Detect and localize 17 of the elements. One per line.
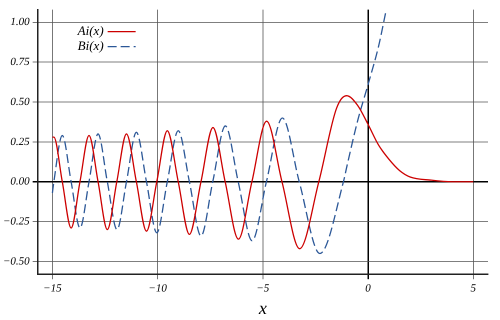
y-tick-label: 0.50 [10,96,30,108]
y-tick-label: −0.25 [2,215,30,228]
x-axis-title: x [258,298,267,318]
y-tick-label: 0.25 [10,136,30,148]
line-series [52,10,387,254]
x-tick-label: −10 [148,282,168,295]
y-tick-label: 0.00 [10,176,30,188]
legend-label: Bi(x) [78,38,104,54]
y-tick-label: −0.50 [2,255,30,268]
x-tick-label: 5 [470,282,477,295]
y-tick-label: 1.00 [10,16,30,28]
y-tick-label: 0.75 [10,56,30,68]
x-tick-label: −5 [256,282,270,295]
legend-label: Ai(x) [76,23,104,38]
x-tick-label: −15 [43,282,62,295]
x-tick-label: 0 [365,282,372,295]
line-series [52,95,474,250]
